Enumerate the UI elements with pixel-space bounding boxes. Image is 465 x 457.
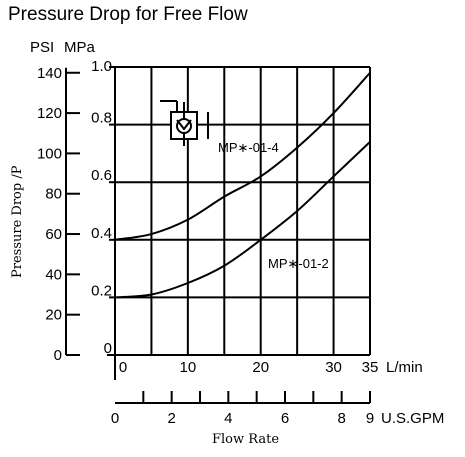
lmin-tick-label: 10 <box>180 359 197 376</box>
series-line <box>114 72 371 241</box>
psi-tick-label: 120 <box>37 105 62 122</box>
mpa-tick-label: 0.2 <box>91 282 112 299</box>
psi-unit-label: PSI <box>30 39 54 56</box>
chart-title: Pressure Drop for Free Flow <box>8 4 248 25</box>
psi-tick-label: 140 <box>37 65 62 82</box>
gpm-tick-label: 9 <box>366 410 374 427</box>
lmin-tick-label: 0 <box>119 359 127 376</box>
gpm-unit-label: U.S.GPM <box>381 410 444 427</box>
gpm-tick-label: 8 <box>337 410 345 427</box>
series-label: MP∗-01-4 <box>218 140 279 155</box>
psi-tick-label: 80 <box>45 186 62 203</box>
lmin-tick-label: 30 <box>325 359 342 376</box>
psi-tick-label: 100 <box>37 145 62 162</box>
psi-tick-label: 60 <box>45 226 62 243</box>
check-valve-symbol-icon <box>160 100 209 146</box>
mpa-unit-label: MPa <box>64 39 96 56</box>
gpm-tick-label: 4 <box>224 410 232 427</box>
series-line <box>114 141 371 299</box>
axes <box>65 66 371 404</box>
series <box>114 72 371 299</box>
mpa-tick-label: 0.6 <box>91 167 112 184</box>
mpa-tick-label: 0.4 <box>91 225 112 242</box>
psi-tick-label: 0 <box>54 347 62 364</box>
mpa-tick-label: 0.8 <box>91 110 112 127</box>
gpm-tick-label: 0 <box>111 410 119 427</box>
y-axis-title: Pressure Drop ∕P <box>10 165 25 278</box>
psi-tick-label: 20 <box>45 307 62 324</box>
lmin-tick-label: 20 <box>252 359 269 376</box>
psi-tick-label: 40 <box>45 266 62 283</box>
mpa-tick-label: 1.0 <box>91 58 112 75</box>
gpm-tick-label: 6 <box>281 410 289 427</box>
gpm-tick-label: 2 <box>167 410 175 427</box>
series-label: MP∗-01-2 <box>268 256 329 271</box>
lmin-unit-label: L/min <box>386 359 423 376</box>
mpa-tick-label: 0 <box>104 340 112 357</box>
x-axis-title: Flow Rate <box>212 432 279 447</box>
grid <box>115 67 371 355</box>
lmin-tick-label: 35 <box>362 359 379 376</box>
